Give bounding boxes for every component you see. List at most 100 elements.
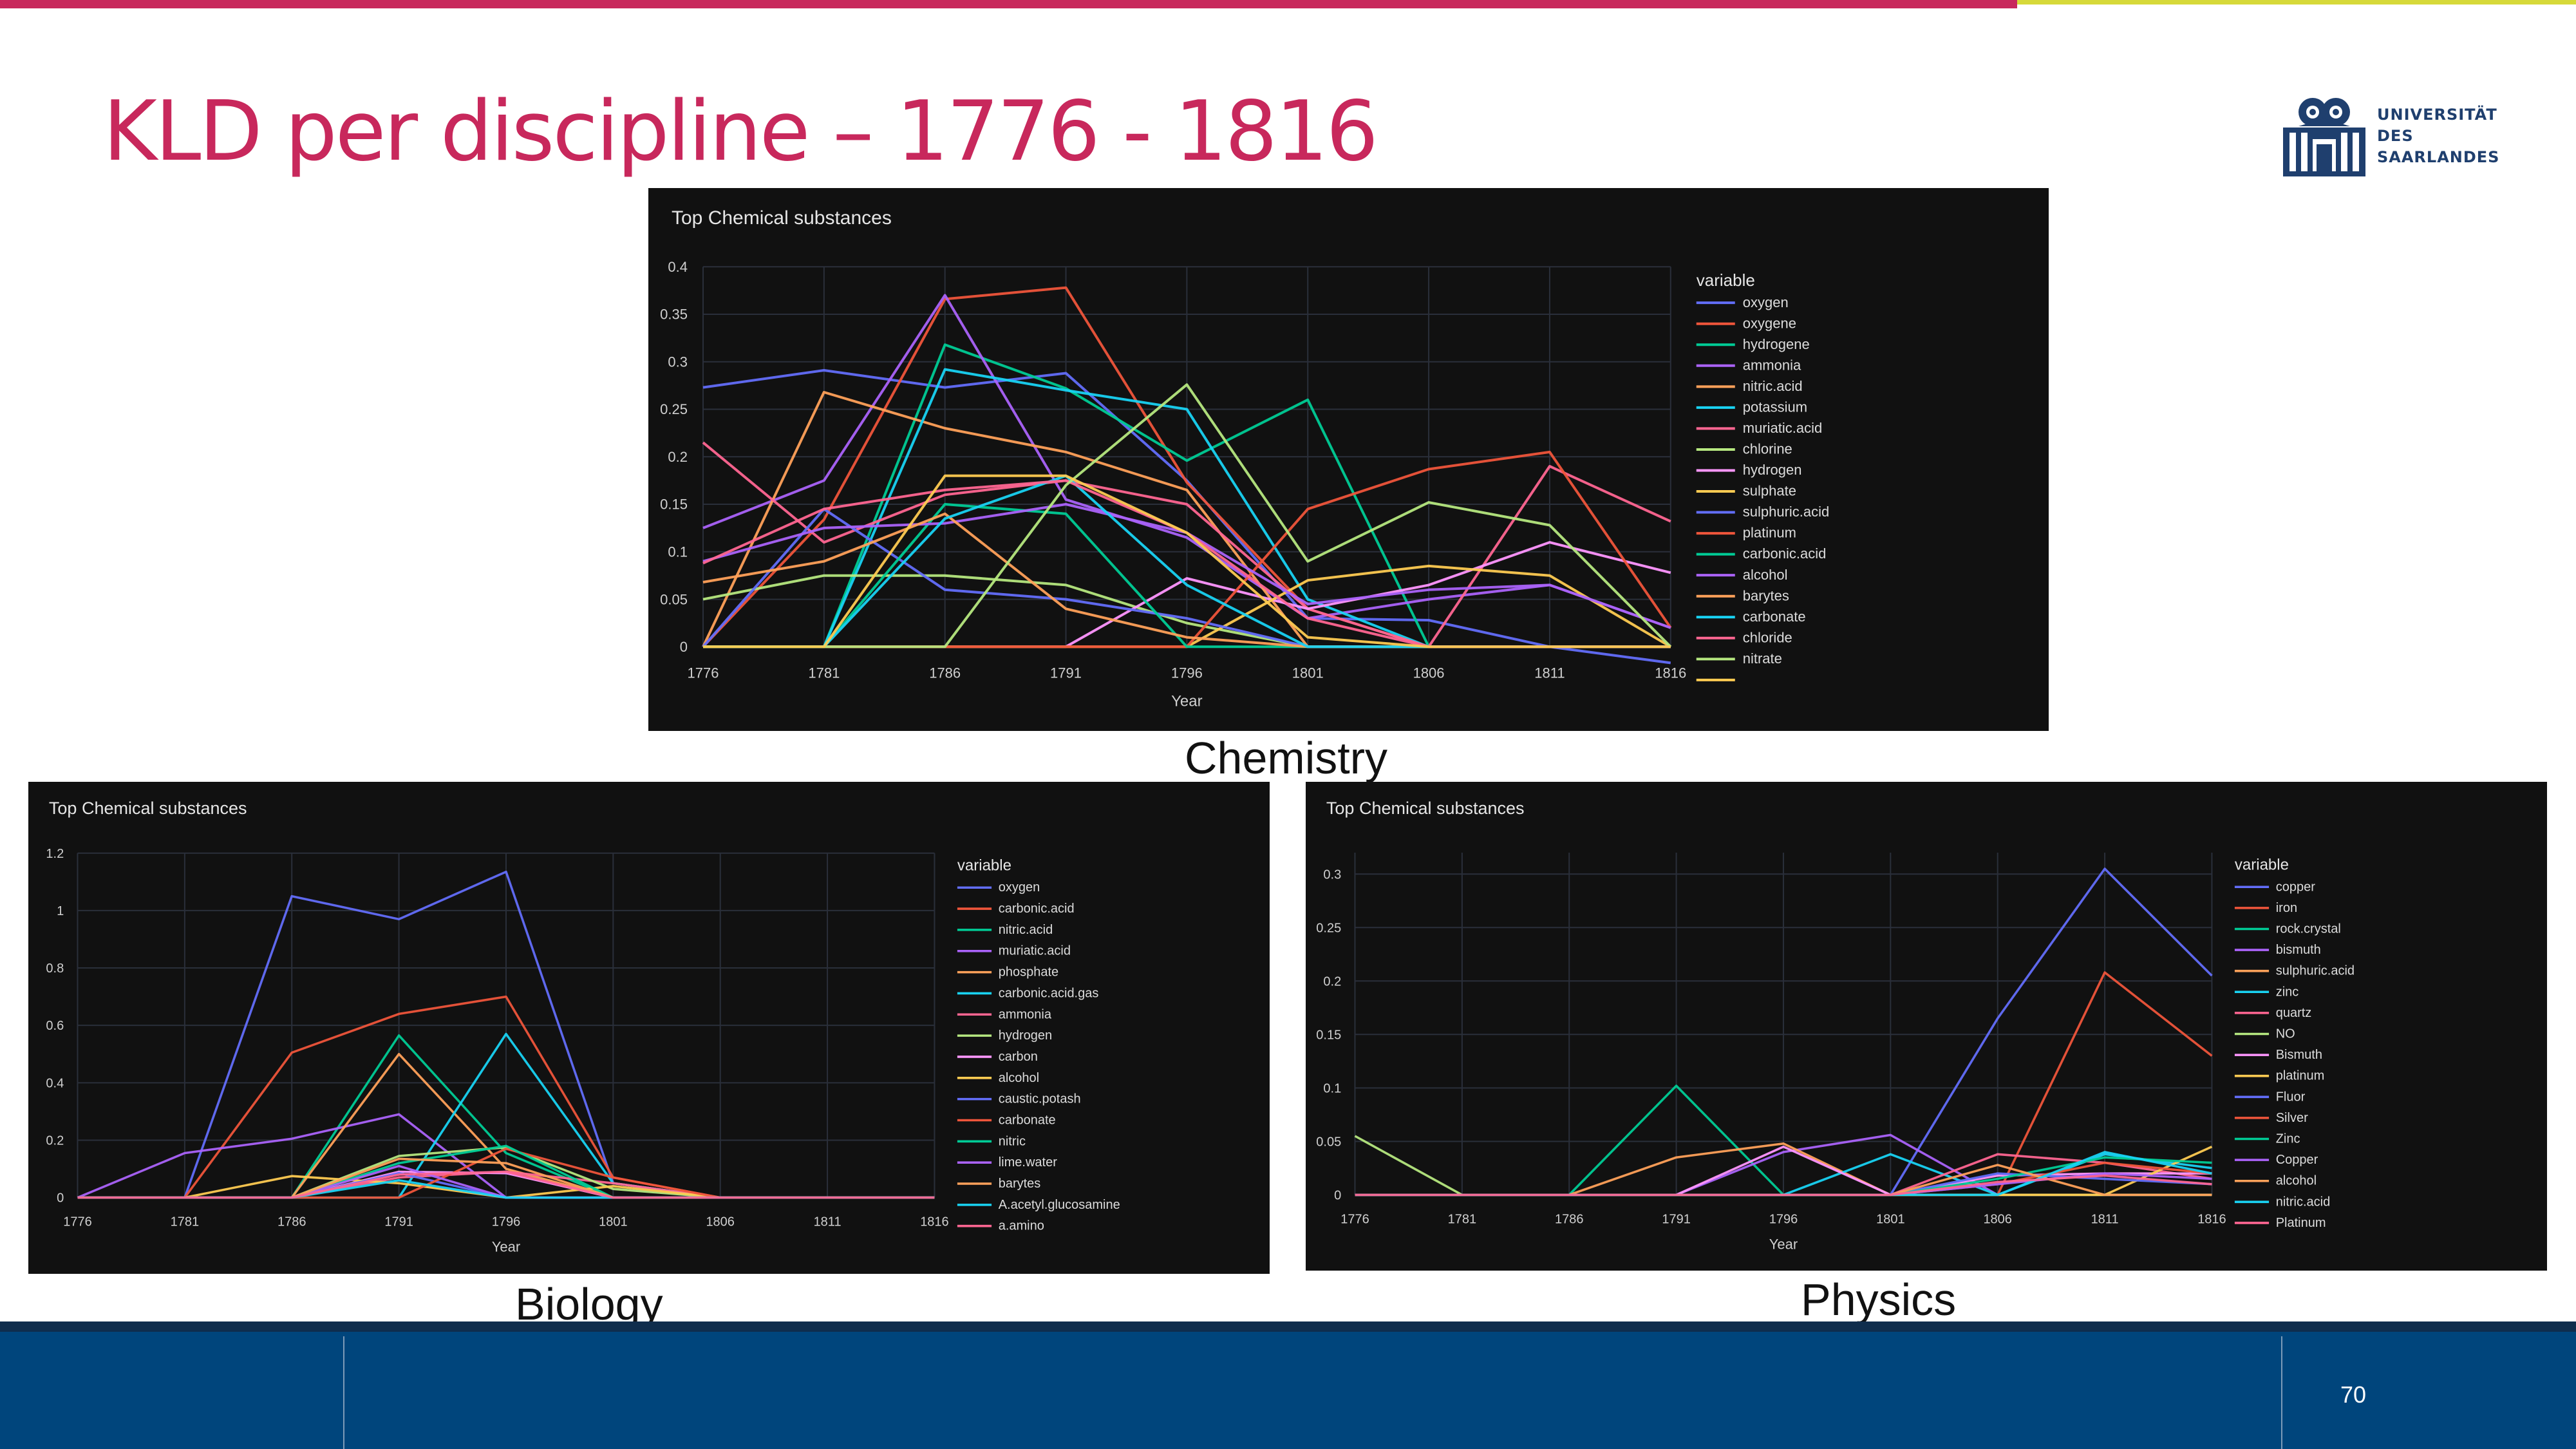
legend-entry: alcohol [999,1071,1039,1085]
legend-entry: Bismuth [2276,1048,2322,1062]
chemistry-caption: Chemistry [1185,733,1388,783]
biology-chart-title: Top Chemical substances [49,799,247,818]
x-tick-label: 1811 [2091,1212,2119,1226]
y-tick-label: 0.3 [668,354,688,370]
legend-entry: muriatic.acid [999,944,1071,958]
y-tick-label: 0.1 [668,544,688,560]
chemistry-legend: variable oxygen oxygene hydrogene ammonia nit… [1696,270,1829,681]
x-tick-label: 1811 [1534,665,1565,681]
legend-entry: platinum [1743,525,1796,541]
university-logo: UNIVERSITÄT DES SAARLANDES [2279,90,2500,180]
y-tick-label: 0.25 [660,401,688,417]
biology-caption: Biology [515,1279,663,1329]
legend-entry: Silver [2276,1111,2308,1125]
y-tick-label: 0.2 [1323,974,1341,989]
y-tick-label: 0.15 [1316,1028,1341,1042]
y-tick-label: 0.2 [46,1133,64,1148]
physics-chart: Top Chemical substances 1776 1781 1786 1791 1… [1306,782,2547,1271]
chemistry-x-axis-label: Year [1171,693,1203,710]
physics-series-group [1354,867,2213,1197]
legend-entry: caustic.potash [999,1092,1081,1106]
y-tick-label: 0.4 [668,259,688,275]
footer-divider-right [2281,1336,2282,1449]
legend-entry: quartz [2276,1006,2312,1020]
legend-entry: zinc [2276,985,2299,999]
legend-entry: ammonia [1743,357,1801,373]
x-tick-label: 1786 [277,1215,306,1229]
physics-x-axis-label: Year [1769,1236,1798,1252]
x-tick-label: 1781 [171,1215,200,1229]
chemistry-chart-svg: Top Chemical substances 1776 1781 1786 1791 1… [660,207,1829,710]
y-tick-label: 0.35 [660,307,688,323]
legend-entry: carbonic.acid.gas [999,986,1099,1000]
x-tick-label: 1796 [492,1215,521,1229]
footer-divider-left [343,1336,344,1449]
legend-entry: carbonic.acid [1743,545,1827,562]
y-tick-label: 0 [1334,1188,1341,1202]
physics-chart-svg: Top Chemical substances 1776 1781 1786 1791 1… [1316,799,2355,1252]
y-tick-label: 0.6 [46,1019,64,1033]
y-tick-label: 0.15 [660,497,688,513]
legend-entry: potassium [1743,399,1807,415]
slide-title: KLD per discipline – 1776 - 1816 [103,84,1378,180]
legend-entry: phosphate [999,965,1058,980]
x-tick-label: 1791 [1662,1212,1691,1226]
legend-entry: Fluor [2276,1090,2306,1104]
chemistry-series-group [702,286,1672,665]
x-tick-label: 1816 [1655,665,1686,681]
y-tick-label: 0.05 [660,591,688,607]
physics-chart-title: Top Chemical substances [1326,799,1525,818]
series-line-a-amino [77,1170,935,1199]
footer-bar [0,1321,2576,1449]
x-tick-label: 1811 [814,1215,841,1229]
y-tick-label: 0 [680,639,688,655]
logo-line-3: SAARLANDES [2377,148,2500,166]
x-tick-label: 1796 [1769,1212,1798,1226]
biology-legend: variable oxygen carbonic.acid nitric.acid mu… [957,857,1120,1233]
legend-entry: NO [2276,1027,2295,1041]
x-tick-label: 1801 [1876,1212,1905,1226]
legend-entry: muriatic.acid [1743,420,1822,436]
x-tick-label: 1791 [384,1215,413,1229]
chemistry-chart-title: Top Chemical substances [672,207,892,229]
y-tick-label: 0.8 [46,961,64,976]
y-tick-label: 0.4 [46,1076,64,1090]
legend-entry: sulphuric.acid [2276,964,2355,978]
y-tick-label: 1.2 [46,847,64,861]
legend-entry: sulphate [1743,483,1796,499]
legend-entry: nitrate [1743,650,1782,667]
chemistry-chart: Top Chemical substances 1776 1781 1786 1791 1… [648,188,2049,731]
series-line-ammonia [702,294,1671,629]
legend-entry: nitric.acid [2276,1195,2330,1209]
legend-entry: copper [2276,880,2315,894]
legend-entry: hydrogen [1743,462,1802,478]
x-tick-label: 1816 [920,1215,949,1229]
x-tick-label: 1816 [2197,1212,2226,1226]
page-number: 70 [2340,1381,2367,1408]
legend-entry: a.amino [999,1219,1044,1233]
y-tick-label: 0.1 [1323,1081,1341,1095]
legend-entry: oxygen [1743,294,1789,310]
x-tick-label: 1806 [706,1215,735,1229]
legend-entry: platinum [2276,1069,2325,1083]
legend-entry: oxygen [999,880,1040,895]
x-tick-label: 1796 [1171,665,1203,681]
x-tick-label: 1786 [1555,1212,1584,1226]
biology-chart: Top Chemical substances 1776 1781 1786 1791 1… [28,782,1270,1274]
biology-series-group [77,870,935,1199]
legend-entry: carbonate [1743,609,1806,625]
series-line-platinum [1355,1174,2212,1197]
legend-entry: Zinc [2276,1132,2300,1146]
legend-entry: chlorine [1743,441,1792,457]
legend-title: variable [957,857,1011,874]
x-tick-label: 1801 [1292,665,1324,681]
legend-entry: lime.water [999,1155,1057,1170]
legend-entry: hydrogen [999,1028,1052,1043]
y-tick-label: 0.2 [668,449,688,465]
y-tick-label: 1 [57,904,64,918]
physics-legend: variable copper iron rock.crystal bismuth sul… [2234,857,2355,1230]
x-tick-label: 1781 [808,665,840,681]
legend-entry: iron [2276,901,2297,915]
x-tick-label: 1806 [1413,665,1445,681]
x-tick-label: 1776 [63,1215,92,1229]
